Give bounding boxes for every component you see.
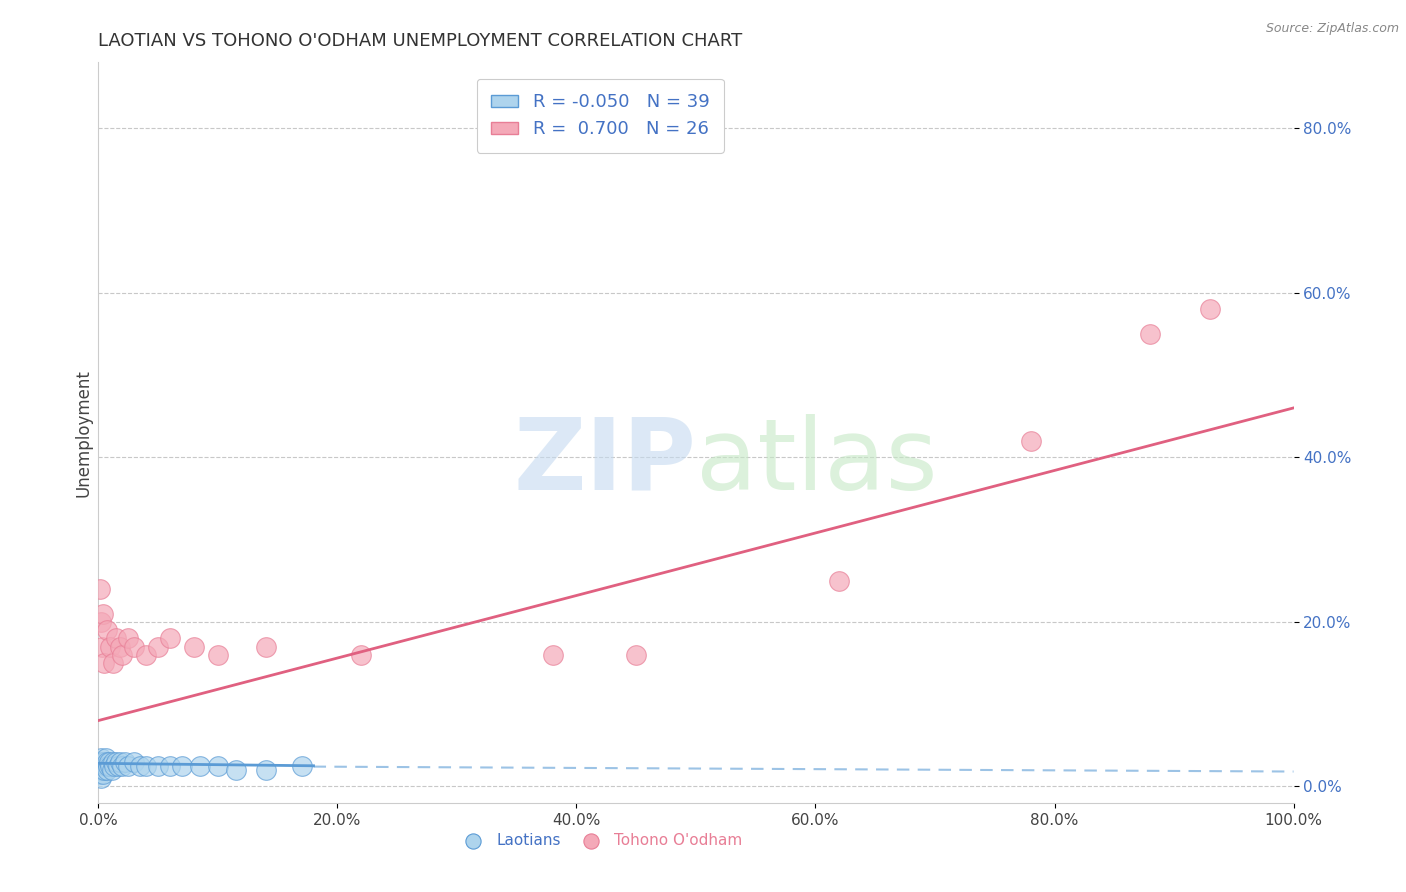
Text: ZIP: ZIP (513, 414, 696, 511)
Point (108, 640, 131, 654)
Y-axis label: Unemployment: Unemployment (75, 368, 93, 497)
Point (159, 758, 181, 772)
Point (148, 758, 170, 772)
Point (89, 582, 111, 596)
Point (100, 763, 122, 777)
Point (93, 763, 115, 777)
Point (114, 755, 136, 769)
Point (111, 648, 134, 662)
Point (135, 648, 157, 662)
Point (111, 758, 134, 772)
Point (96, 755, 118, 769)
Point (91, 767, 114, 781)
Point (97, 758, 120, 772)
Text: atlas: atlas (696, 414, 938, 511)
Point (89, 763, 111, 777)
Point (90, 750, 112, 764)
Point (89, 755, 111, 769)
Point (91, 758, 114, 772)
Point (93, 755, 115, 769)
Point (148, 640, 170, 654)
Point (98, 755, 121, 769)
Point (101, 656, 124, 670)
Point (117, 632, 139, 646)
Point (183, 640, 205, 654)
Point (94, 750, 117, 764)
Text: Source: ZipAtlas.com: Source: ZipAtlas.com (1265, 22, 1399, 36)
Point (626, 648, 648, 662)
Point (89, 767, 111, 781)
Point (98, 640, 122, 654)
Point (1139, 326, 1161, 341)
Point (129, 758, 152, 772)
Point (541, 648, 564, 662)
Point (1019, 434, 1042, 448)
Point (103, 758, 125, 772)
Point (124, 755, 146, 769)
Point (107, 758, 129, 772)
Point (98, 758, 122, 772)
Point (93, 656, 115, 670)
Point (96, 763, 118, 777)
Point (350, 648, 373, 662)
Point (188, 758, 211, 772)
Point (101, 755, 124, 769)
Point (1199, 302, 1222, 317)
Point (90, 758, 112, 772)
Point (91, 607, 114, 621)
Point (135, 758, 157, 772)
Point (207, 758, 229, 772)
Point (108, 755, 131, 769)
Point (828, 574, 851, 588)
Point (159, 632, 181, 646)
Point (91, 755, 114, 769)
Point (207, 648, 229, 662)
Point (91, 763, 114, 777)
Text: LAOTIAN VS TOHONO O'ODHAM UNEMPLOYMENT CORRELATION CHART: LAOTIAN VS TOHONO O'ODHAM UNEMPLOYMENT C… (98, 32, 742, 50)
Point (117, 758, 139, 772)
Point (254, 640, 277, 654)
Point (124, 640, 146, 654)
Point (94, 758, 117, 772)
Point (291, 758, 314, 772)
Legend: Laotians, Tohono O'odham: Laotians, Tohono O'odham (453, 827, 748, 855)
Point (105, 755, 128, 769)
Point (105, 632, 128, 646)
Point (96, 623, 118, 637)
Point (225, 763, 247, 777)
Point (90, 615, 112, 629)
Point (91, 640, 114, 654)
Point (254, 763, 277, 777)
Point (90, 771, 112, 785)
Point (172, 758, 194, 772)
